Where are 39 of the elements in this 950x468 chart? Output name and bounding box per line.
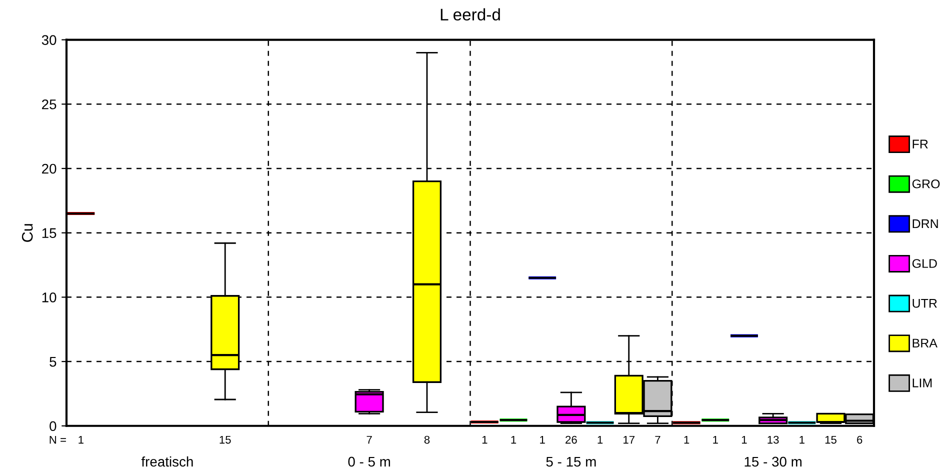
text: 1 <box>713 436 718 444</box>
text: 1 <box>511 436 516 444</box>
legend-label: BRA <box>912 338 938 348</box>
x-tick-label: 0 - 5 m <box>348 456 390 467</box>
text: 17 <box>624 436 634 444</box>
legend-label: UTR <box>912 299 937 308</box>
text: 8 <box>424 436 430 444</box>
x-tick-label: freatisch <box>141 456 193 467</box>
text: 1 <box>742 436 747 444</box>
text: 15 <box>220 436 231 444</box>
y-axis-title: Cu <box>22 224 33 242</box>
y-tick-label: 25 <box>42 99 56 110</box>
y-tick-label: 30 <box>42 35 56 45</box>
text: N = <box>50 436 66 444</box>
text: 6 <box>857 436 862 444</box>
legend-label: LIM <box>912 378 932 388</box>
text: 7 <box>366 436 372 444</box>
text: 7 <box>655 436 660 444</box>
text: 1 <box>78 436 84 444</box>
text: 15 <box>825 436 836 444</box>
x-tick-label: 5 - 15 m <box>546 456 596 467</box>
text: 1 <box>540 436 545 444</box>
x-tick-label: 15 - 30 m <box>744 456 802 467</box>
text: 1 <box>684 436 690 444</box>
y-tick-label: 20 <box>42 164 56 174</box>
chart-title: L eerd-d <box>440 8 500 20</box>
y-tick-label: 15 <box>42 228 56 238</box>
text: 13 <box>768 436 779 444</box>
text: 1 <box>598 436 603 444</box>
legend-label: FR <box>912 140 928 148</box>
text: 1 <box>800 436 804 444</box>
legend-label: GLD <box>912 259 937 268</box>
text: 1 <box>482 436 488 444</box>
y-tick-label: 5 <box>50 357 56 367</box>
y-tick-label: 0 <box>50 421 56 432</box>
legend-label: GRO <box>912 179 940 188</box>
legend-label: DRN <box>912 219 938 228</box>
text: 26 <box>566 436 577 444</box>
y-tick-label: 10 <box>42 292 56 302</box>
